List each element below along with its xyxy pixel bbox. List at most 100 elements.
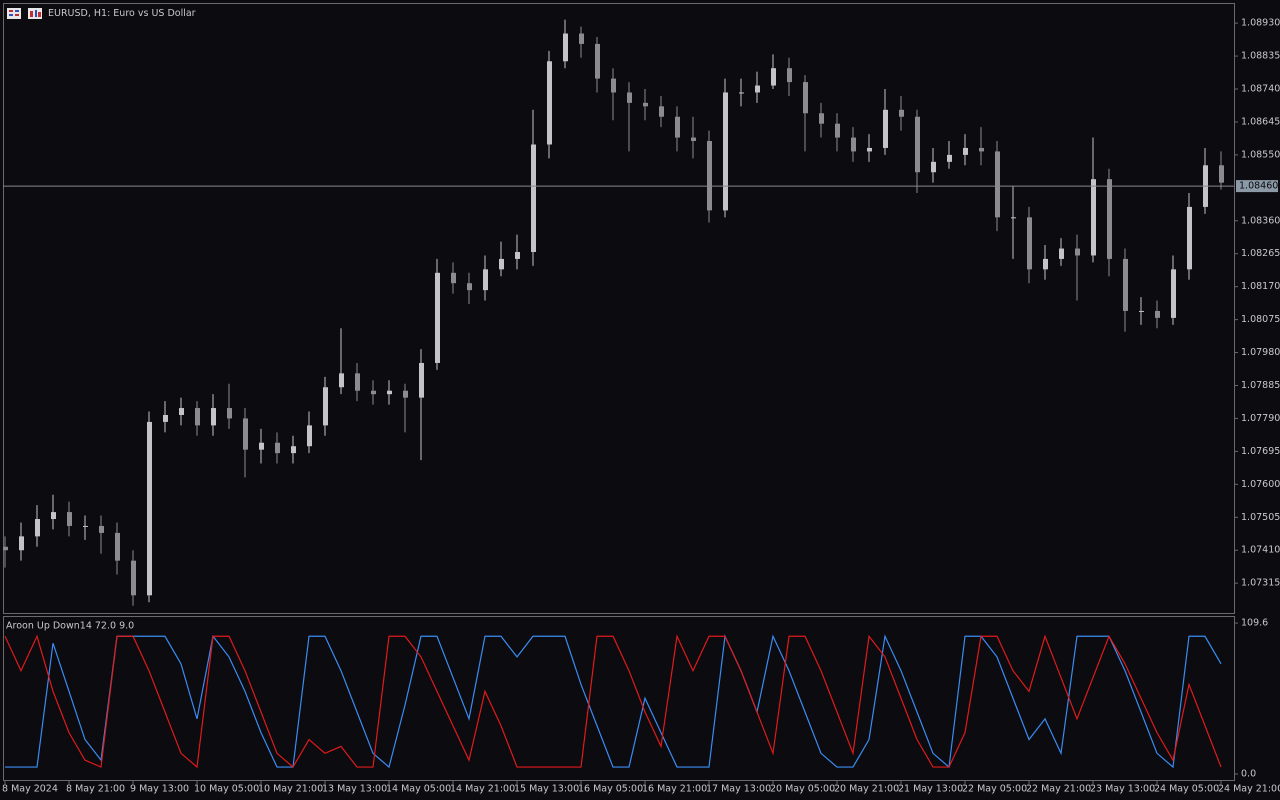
candle-body [1171, 269, 1176, 318]
price-pane-frame [3, 3, 1235, 614]
candle-body [243, 418, 248, 450]
candle-body [611, 78, 616, 93]
candle-body [19, 536, 24, 551]
y-tick-label: 1.08835 [1241, 51, 1280, 62]
candle-body [163, 414, 168, 422]
x-tick-label: 17 May 13:00 [706, 784, 771, 795]
candle-body [403, 390, 408, 398]
candle-body [131, 560, 136, 596]
candle-body [755, 85, 760, 93]
candle-body [1091, 179, 1096, 256]
candle-body [739, 92, 744, 94]
chart-title: EURUSD, H1: Euro vs US Dollar [48, 8, 196, 19]
candle-body [723, 92, 728, 211]
x-tick-label: 22 May 21:00 [1026, 784, 1091, 795]
candle-body [35, 519, 40, 537]
x-tick-label: 22 May 05:00 [962, 784, 1027, 795]
y-tick-label: 1.08740 [1241, 84, 1280, 95]
candle-body [979, 147, 984, 152]
candle-body [595, 43, 600, 79]
candle-body [275, 442, 280, 454]
candle-body [1011, 217, 1016, 219]
candle-body [147, 421, 152, 596]
candle-body [451, 272, 456, 284]
candle-body [291, 446, 296, 454]
candle-body [787, 68, 792, 83]
x-tick-label: 20 May 21:00 [834, 784, 899, 795]
candle-body [883, 109, 888, 148]
candle-body [1107, 179, 1112, 259]
candle-body [1219, 165, 1224, 183]
indicator-title: Aroon Up Down14 72.0 9.0 [6, 621, 134, 632]
aroon-line [5, 634, 1222, 769]
candle-body [499, 258, 504, 270]
x-tick-label: 16 May 05:00 [578, 784, 643, 795]
x-tick-label: 15 May 13:00 [514, 784, 579, 795]
candle-body [899, 109, 904, 117]
candle-body [339, 373, 344, 388]
candle-body [419, 362, 424, 398]
y-tick-label: 1.08265 [1241, 248, 1280, 259]
x-tick-label: 24 May 21:00 [1218, 784, 1280, 795]
candle-body [323, 387, 328, 426]
y-tick-label: 1.07410 [1241, 545, 1280, 556]
y-tick-label: 1.07505 [1241, 512, 1280, 523]
candle-body [435, 272, 440, 363]
candle-body [1027, 217, 1032, 270]
candle-body [915, 116, 920, 173]
symbol-icons [7, 8, 42, 19]
candle-body [371, 390, 376, 395]
candle-body [1059, 248, 1064, 259]
candle-body [851, 137, 856, 152]
candle-body [515, 251, 520, 259]
candle-body [547, 61, 552, 145]
candle-body [643, 102, 648, 107]
x-tick-label: 23 May 13:00 [1090, 784, 1155, 795]
candle-body [995, 151, 1000, 218]
y-tick-label: 1.08550 [1241, 149, 1280, 160]
candle-body [99, 525, 104, 533]
candle-body [771, 68, 776, 86]
candle-body [1155, 310, 1160, 318]
y-tick-label: 1.07600 [1241, 479, 1280, 490]
candle-body [675, 116, 680, 138]
candle-body [179, 408, 184, 415]
y-tick-label: 109.6 [1241, 618, 1268, 629]
candle-body [803, 82, 808, 114]
aroon-line [4, 634, 1222, 769]
candle-body [963, 147, 968, 155]
candle-body [1075, 248, 1080, 256]
price-label-box [1236, 180, 1278, 193]
candle-body [211, 408, 216, 426]
candle-body [819, 113, 824, 124]
y-tick-label: 1.08075 [1241, 314, 1280, 325]
candle-body [867, 147, 872, 152]
x-tick-label: 8 May 2024 [2, 784, 58, 795]
candle-body [931, 161, 936, 173]
candle-body [227, 408, 232, 419]
y-tick-label: 1.07315 [1241, 578, 1280, 589]
candle-body [627, 92, 632, 103]
candle-body [531, 144, 536, 252]
y-tick-label: 1.07885 [1241, 380, 1280, 391]
candle-body [83, 525, 88, 527]
x-tick-label: 10 May 21:00 [258, 784, 323, 795]
x-tick-label: 21 May 13:00 [898, 784, 963, 795]
x-tick-label: 16 May 21:00 [642, 784, 707, 795]
candle-body [691, 137, 696, 142]
x-tick-label: 9 May 13:00 [130, 784, 189, 795]
candle-body [307, 425, 312, 447]
candle-body [1123, 258, 1128, 311]
price-label: 1.08460 [1239, 181, 1278, 192]
candle-body [947, 154, 952, 162]
x-tick-label: 10 May 05:00 [194, 784, 259, 795]
candle-body [563, 33, 568, 62]
x-tick-label: 20 May 05:00 [770, 784, 835, 795]
candle-body [707, 141, 712, 211]
x-tick-label: 14 May 05:00 [386, 784, 451, 795]
x-tick-label: 24 May 05:00 [1154, 784, 1219, 795]
candle-body [259, 442, 264, 450]
